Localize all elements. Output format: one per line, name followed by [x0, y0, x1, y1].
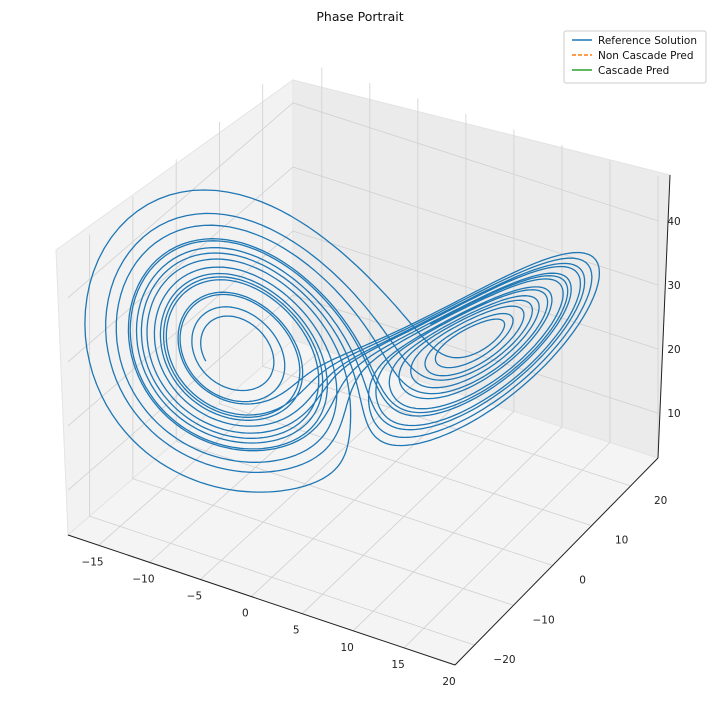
- y-gridline: [175, 159, 553, 566]
- y-gridline: [89, 234, 475, 646]
- x-tick-label: 10: [340, 642, 353, 654]
- z-tick-label: 30: [667, 280, 680, 292]
- y-tick-label: 0: [579, 574, 586, 586]
- y-gridline: [219, 121, 592, 527]
- y-gridline: [132, 196, 514, 606]
- x-gridline: [98, 67, 323, 546]
- z-gridline: [67, 102, 659, 299]
- y-tick-label: −20: [493, 654, 515, 666]
- x-gridline: [403, 160, 611, 649]
- z-tick-label: 40: [667, 216, 680, 228]
- x-tick-label: 5: [293, 625, 300, 637]
- z-axis-line: [657, 174, 671, 459]
- y-gridline: [262, 84, 631, 487]
- x-gridline: [200, 98, 419, 580]
- tick-labels: −15 −10 −5 0 5 10 15 20 −20 −10 0 10 20 10 20 30 40: [81, 216, 680, 688]
- z-tick-label: 10: [667, 408, 680, 420]
- z-tick-label: 20: [667, 344, 680, 356]
- legend: Reference Solution Non Cascade Pred Casc…: [563, 30, 707, 84]
- y-tick-label: 10: [615, 535, 628, 547]
- x-tick-label: 15: [391, 659, 404, 671]
- legend-box: [563, 30, 707, 84]
- legend-label-reference: Reference Solution: [598, 35, 697, 47]
- y-axis-line: [454, 457, 659, 666]
- x-gridline: [352, 144, 563, 632]
- x-gridline: [301, 129, 515, 614]
- trajectories: [84, 189, 601, 493]
- chart-title: Phase Portrait: [316, 9, 403, 24]
- x-tick-label: 20: [442, 676, 455, 688]
- grid-lines: [67, 67, 659, 666]
- x-gridline: [251, 113, 467, 597]
- z-gridline: [67, 230, 659, 427]
- axis-lines: [67, 174, 671, 666]
- y-tick-label: 20: [654, 495, 667, 507]
- x-axis-line: [67, 534, 456, 666]
- x-tick-label: −10: [132, 573, 154, 585]
- series-line-0: [84, 189, 601, 493]
- x-tick-label: −5: [187, 590, 202, 602]
- legend-label-cascade: Cascade Pred: [598, 65, 669, 77]
- x-tick-label: −15: [81, 556, 103, 568]
- x-tick-label: 0: [242, 608, 249, 620]
- legend-label-non-cascade: Non Cascade Pred: [598, 50, 694, 62]
- y-tick-label: −10: [532, 614, 554, 626]
